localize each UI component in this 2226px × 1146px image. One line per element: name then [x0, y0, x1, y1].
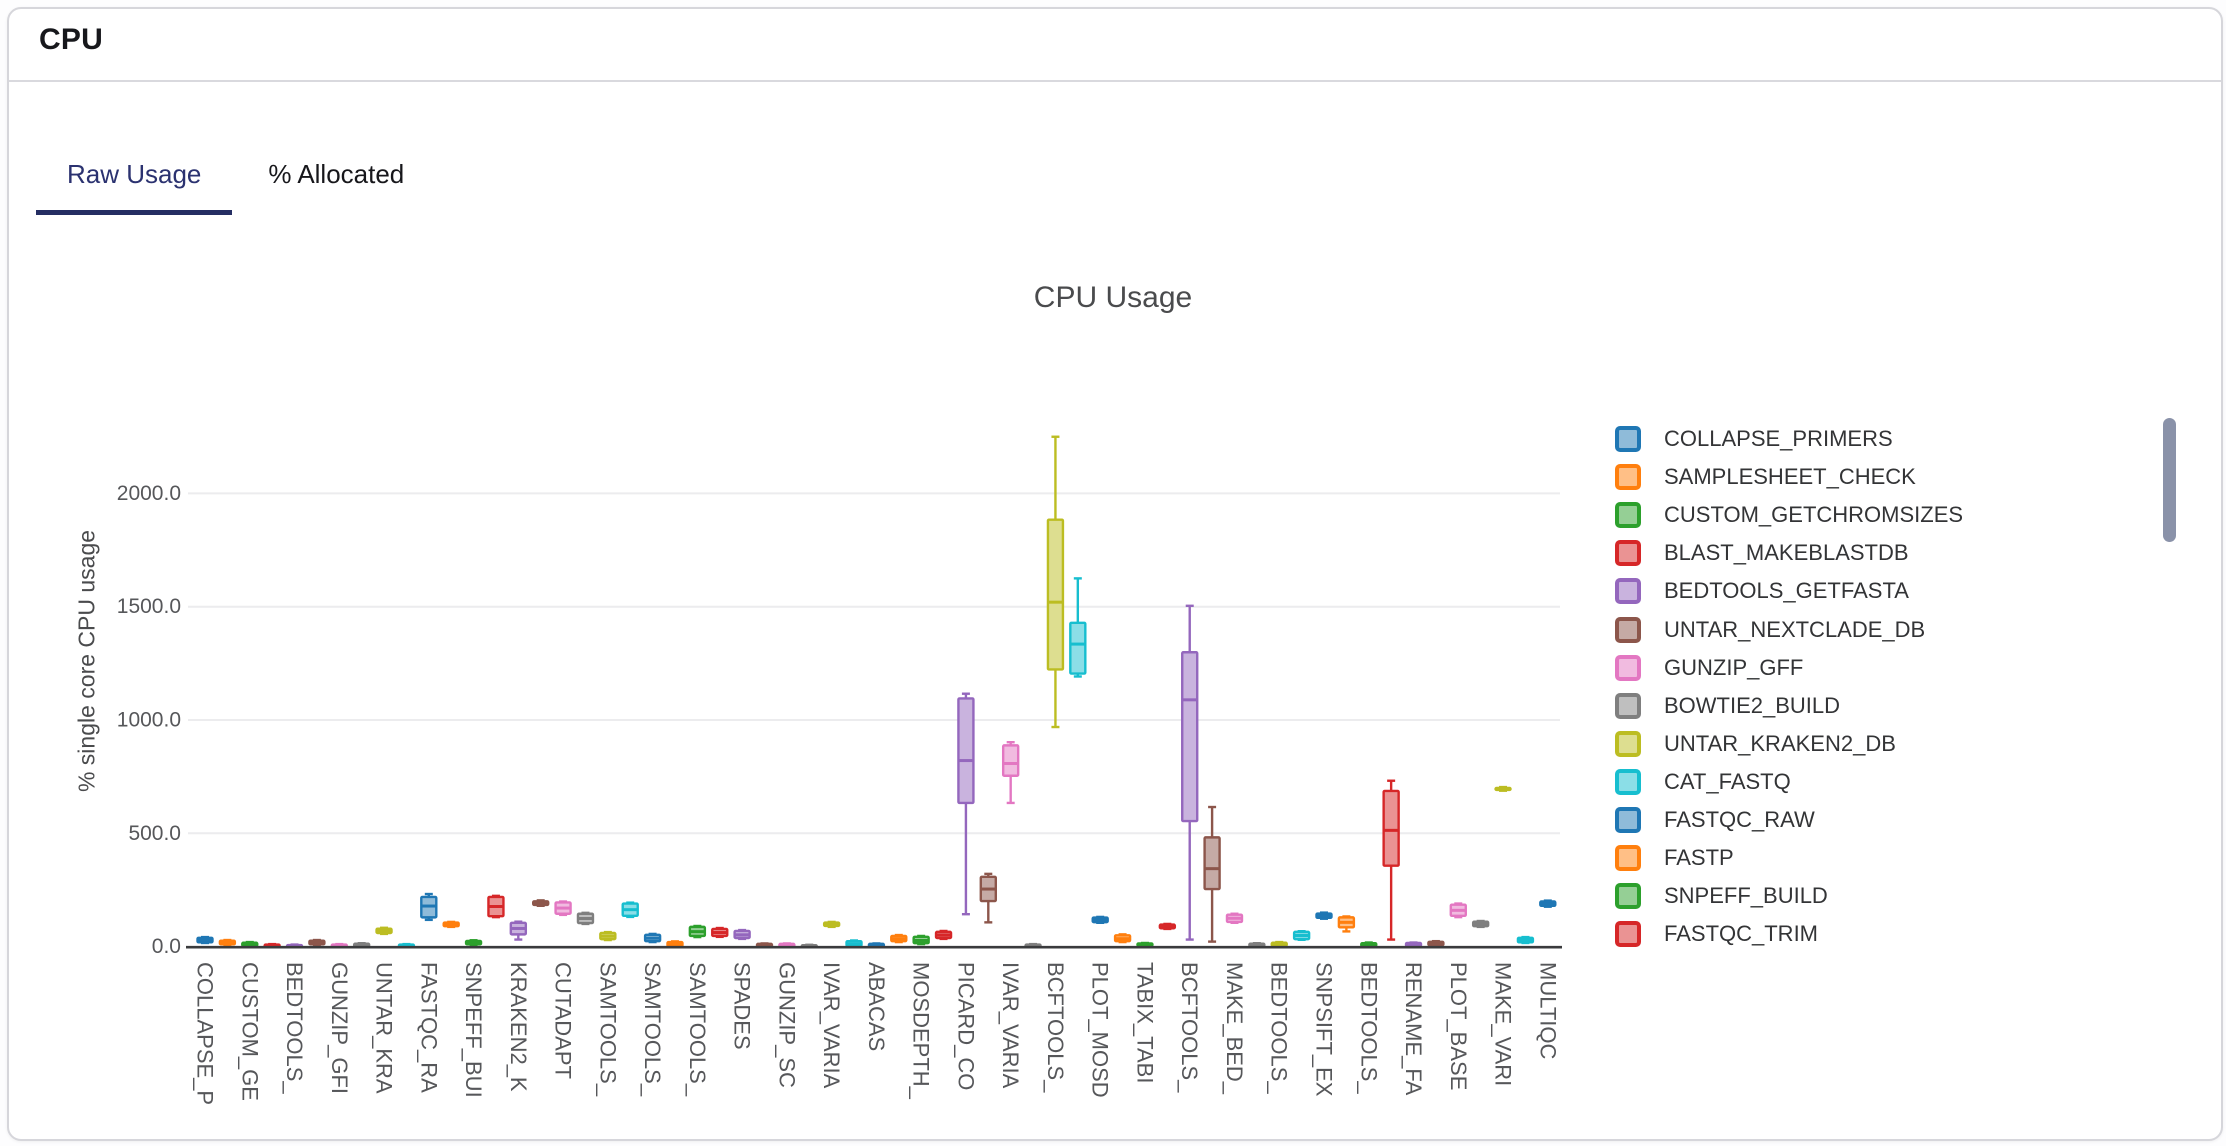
legend-label: SNPEFF_BUILD	[1664, 883, 1828, 909]
svg-text:1000.0: 1000.0	[117, 709, 181, 732]
svg-text:1500.0: 1500.0	[117, 595, 181, 618]
legend-swatch	[1615, 845, 1641, 872]
svg-text:SNPEFF_BUI: SNPEFF_BUI	[461, 962, 486, 1098]
tabs: Raw Usage % Allocated	[36, 151, 404, 215]
legend-item[interactable]: BOWTIE2_BUILD	[1615, 692, 1841, 719]
svg-text:COLLAPSE_P: COLLAPSE_P	[193, 962, 218, 1105]
cpu-usage-boxplot: COLLAPSE_P CUSTOM_GE BEDTOOLS_ GUNZIP_GFI UN…	[0, 230, 2226, 1112]
svg-text:PICARD_CO: PICARD_CO	[953, 962, 978, 1090]
svg-text:MAKE_VARI: MAKE_VARI	[1491, 962, 1516, 1086]
legend-label: GUNZIP_GFF	[1664, 654, 1804, 680]
svg-text:MAKE_BED_: MAKE_BED_	[1222, 962, 1247, 1095]
svg-text:IVAR_VARIA: IVAR_VARIA	[819, 962, 844, 1089]
svg-text:SNPSIFT_EX: SNPSIFT_EX	[1312, 962, 1337, 1097]
svg-text:GUNZIP_GFI: GUNZIP_GFI	[327, 962, 352, 1094]
svg-text:SAMTOOLS_: SAMTOOLS_	[595, 962, 620, 1097]
svg-text:TABIX_TABI: TABIX_TABI	[1132, 962, 1157, 1083]
tab-percent-allocated[interactable]: % Allocated	[268, 159, 405, 189]
svg-text:SAMTOOLS_: SAMTOOLS_	[640, 962, 665, 1097]
legend-swatch	[1615, 768, 1641, 795]
legend-swatch	[1615, 540, 1641, 567]
legend-item[interactable]: CUSTOM_GETCHROMSIZES	[1615, 502, 1964, 529]
legend-label: COLLAPSE_PRIMERS	[1664, 426, 1893, 451]
legend-item[interactable]: FASTQC_TRIM	[1615, 921, 1819, 948]
svg-text:UNTAR_KRA: UNTAR_KRA	[372, 962, 397, 1094]
tab-raw-usage[interactable]: Raw Usage	[36, 151, 233, 215]
card-header: CPU	[9, 9, 2221, 82]
svg-text:CUSTOM_GE: CUSTOM_GE	[237, 962, 262, 1101]
legend-item[interactable]: FASTP	[1615, 845, 1734, 872]
legend-label: SAMPLESHEET_CHECK	[1664, 464, 1916, 490]
cpu-metrics-card: CPU Raw Usage % Allocated	[7, 7, 2223, 1141]
legend-item[interactable]: SNPEFF_BUILD	[1615, 883, 1828, 910]
chart-title: CPU Usage	[1033, 281, 1193, 314]
legend-label: FASTQC_TRIM	[1664, 921, 1819, 947]
svg-text:BEDTOOLS_: BEDTOOLS_	[1356, 962, 1381, 1094]
legend-item[interactable]: CAT_FASTQ	[1615, 768, 1791, 795]
legend-swatch	[1615, 692, 1641, 719]
legend-swatch	[1615, 921, 1641, 948]
svg-text:BCFTOOLS_: BCFTOOLS_	[1177, 962, 1202, 1093]
legend-swatch	[1615, 464, 1641, 491]
svg-text:ABACAS: ABACAS	[864, 962, 889, 1051]
legend-item[interactable]: SAMPLESHEET_CHECK	[1615, 464, 1916, 491]
svg-text:FASTQC_RA: FASTQC_RA	[416, 962, 441, 1093]
svg-text:500.0: 500.0	[128, 822, 181, 845]
legend-label: UNTAR_NEXTCLADE_DB	[1664, 616, 1926, 642]
svg-text:PLOT_MOSD: PLOT_MOSD	[1088, 962, 1113, 1098]
legend-swatch	[1615, 883, 1641, 910]
svg-text:MOSDEPTH_: MOSDEPTH_	[909, 962, 934, 1100]
legend-label: CUSTOM_GETCHROMSIZES	[1664, 502, 1964, 528]
page-title: CPU	[39, 23, 103, 56]
legend-swatch	[1615, 426, 1641, 452]
legend-swatch	[1615, 730, 1641, 757]
svg-text:BEDTOOLS_: BEDTOOLS_	[282, 962, 307, 1094]
legend-item[interactable]: BEDTOOLS_GETFASTA	[1615, 578, 1909, 605]
svg-text:2000.0: 2000.0	[117, 482, 181, 505]
legend-label: BOWTIE2_BUILD	[1664, 692, 1841, 718]
svg-text:BEDTOOLS_: BEDTOOLS_	[1267, 962, 1292, 1094]
legend-item[interactable]: UNTAR_NEXTCLADE_DB	[1615, 616, 1926, 643]
svg-text:IVAR_VARIA: IVAR_VARIA	[998, 962, 1023, 1089]
legend-item[interactable]: UNTAR_KRAKEN2_DB	[1615, 730, 1896, 757]
legend-label: CAT_FASTQ	[1664, 768, 1791, 794]
legend-item[interactable]: GUNZIP_GFF	[1615, 654, 1804, 681]
legend-label: UNTAR_KRAKEN2_DB	[1664, 730, 1896, 756]
legend-label: BEDTOOLS_GETFASTA	[1664, 578, 1909, 604]
svg-text:CUTADAPT: CUTADAPT	[551, 962, 576, 1079]
svg-text:KRAKEN2_K: KRAKEN2_K	[506, 962, 531, 1092]
legend-swatch	[1615, 616, 1641, 643]
svg-text:RENAME_FA: RENAME_FA	[1401, 962, 1426, 1096]
svg-text:GUNZIP_SC: GUNZIP_SC	[774, 962, 799, 1088]
legend-item[interactable]: BLAST_MAKEBLASTDB	[1615, 540, 1909, 567]
legend-swatch	[1615, 578, 1641, 605]
legend-label: FASTQC_RAW	[1664, 807, 1815, 832]
svg-text:PLOT_BASE: PLOT_BASE	[1446, 962, 1471, 1090]
legend-label: FASTP	[1664, 845, 1734, 871]
svg-text:MULTIQC: MULTIQC	[1535, 962, 1560, 1059]
legend-swatch	[1615, 502, 1641, 529]
legend-item[interactable]: COLLAPSE_PRIMERS	[1615, 426, 1893, 452]
legend-scrollbar-thumb[interactable]	[2163, 418, 2176, 542]
svg-text:0.0: 0.0	[152, 935, 181, 958]
boxplot-canvas[interactable]: COLLAPSE_P CUSTOM_GE BEDTOOLS_ GUNZIP_GFI UN…	[0, 230, 2226, 1112]
svg-text:SAMTOOLS_: SAMTOOLS_	[685, 962, 710, 1097]
legend-item[interactable]: FASTQC_RAW	[1615, 807, 1815, 833]
legend-label: BLAST_MAKEBLASTDB	[1664, 540, 1909, 566]
svg-text:SPADES: SPADES	[730, 962, 755, 1050]
legend-swatch	[1615, 807, 1641, 833]
svg-text:BCFTOOLS_: BCFTOOLS_	[1043, 962, 1068, 1093]
legend-swatch	[1615, 654, 1641, 681]
